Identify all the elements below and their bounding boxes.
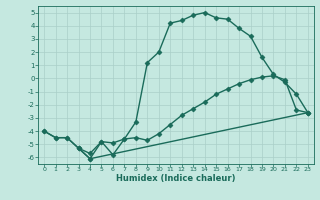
X-axis label: Humidex (Indice chaleur): Humidex (Indice chaleur) [116, 174, 236, 183]
